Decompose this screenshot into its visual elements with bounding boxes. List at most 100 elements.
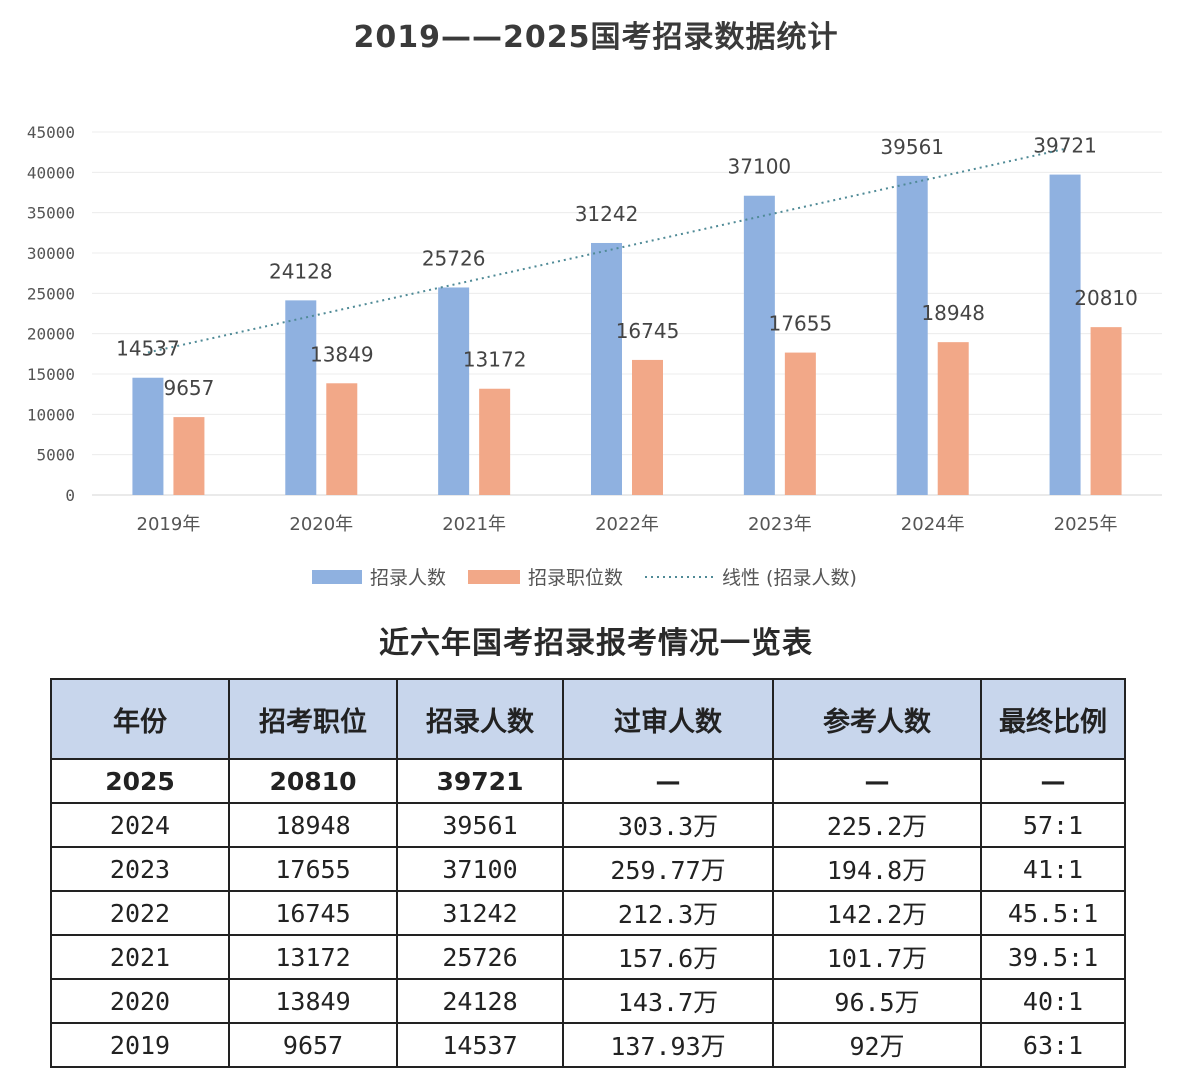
cell-positions: 16745 — [228, 890, 398, 936]
bar-recruits — [132, 377, 164, 495]
cell-recruits: 25726 — [396, 934, 564, 980]
bar-recruits — [1049, 174, 1081, 496]
bar-positions — [784, 352, 816, 495]
bar-recruits — [743, 195, 775, 495]
table-row: 2023 17655 37100 259.77万 194.8万 41:1 — [50, 846, 1126, 892]
legend-label-recruits: 招录人数 — [370, 567, 446, 589]
cell-passed-review: — — [562, 758, 774, 804]
legend-swatch-recruits — [312, 570, 362, 584]
cell-year: 2019 — [50, 1022, 230, 1068]
data-label-recruits: 37100 — [728, 155, 792, 179]
y-tick-label: 0 — [65, 486, 75, 505]
cell-ratio: — — [980, 758, 1126, 804]
cell-positions: 20810 — [228, 758, 398, 804]
cell-positions: 18948 — [228, 802, 398, 848]
cell-ratio: 57:1 — [980, 802, 1126, 848]
table-row: 2025 20810 39721— — — — [50, 758, 1126, 804]
cell-passed-review: 157.6万 — [562, 934, 774, 980]
cell-passed-review: 303.3万 — [562, 802, 774, 848]
cell-recruits: 39561 — [396, 802, 564, 848]
cell-recruits: 39721 — [396, 758, 564, 804]
cell-examinees: — — [772, 758, 982, 804]
bar-recruits — [896, 175, 928, 495]
cell-passed-review: 212.3万 — [562, 890, 774, 936]
x-tick-label: 2019年 — [137, 514, 201, 535]
table-header-row: 年份 招考职位 招录人数 过审人数 参考人数 最终比例 — [50, 678, 1126, 760]
col-header-year: 年份 — [50, 678, 230, 760]
bar-positions — [632, 359, 663, 495]
bar-positions — [173, 417, 205, 495]
data-label-positions: 9657 — [163, 376, 214, 400]
bar-positions — [937, 342, 969, 495]
bar-recruits — [591, 242, 622, 495]
table-row: 2022 16745 31242 212.3万 142.2万 45.5:1 — [50, 890, 1126, 936]
cell-year: 2022 — [50, 890, 230, 936]
cell-ratio: 63:1 — [980, 1022, 1126, 1068]
y-tick-label: 30000 — [27, 244, 75, 263]
cell-recruits: 14537 — [396, 1022, 564, 1068]
x-tick-label: 2020年 — [289, 514, 353, 535]
trendline — [147, 147, 1066, 354]
table-row: 2020 13849 24128 143.7万 96.5万 40:1 — [50, 978, 1126, 1024]
data-label-positions: 18948 — [921, 301, 985, 325]
y-tick-label: 15000 — [27, 365, 75, 384]
chart-title: 2019——2025国考招录数据统计 — [353, 20, 839, 55]
cell-examinees: 101.7万 — [772, 934, 982, 980]
y-tick-label: 20000 — [27, 325, 75, 344]
x-tick-label: 2023年 — [748, 514, 812, 535]
data-label-positions: 13172 — [463, 348, 527, 372]
cell-year: 2023 — [50, 846, 230, 892]
bar-positions — [326, 383, 358, 495]
data-label-recruits: 39721 — [1033, 134, 1097, 158]
cell-ratio: 39.5:1 — [980, 934, 1126, 980]
x-tick-label: 2024年 — [901, 514, 965, 535]
y-tick-label: 10000 — [27, 405, 75, 424]
cell-year: 2025 — [50, 758, 230, 804]
col-header-positions: 招考职位 — [228, 678, 398, 760]
data-label-positions: 16745 — [616, 319, 680, 343]
cell-examinees: 96.5万 — [772, 978, 982, 1024]
data-label-recruits: 24128 — [269, 259, 333, 283]
cell-examinees: 142.2万 — [772, 890, 982, 936]
data-label-positions: 13849 — [310, 342, 374, 366]
cell-recruits: 31242 — [396, 890, 564, 936]
cell-examinees: 225.2万 — [772, 802, 982, 848]
cell-year: 2024 — [50, 802, 230, 848]
col-header-passed-review: 过审人数 — [562, 678, 774, 760]
y-tick-label: 40000 — [27, 163, 75, 182]
col-header-recruits: 招录人数 — [396, 678, 564, 760]
x-tick-label: 2025年 — [1054, 514, 1118, 535]
data-label-recruits: 25726 — [422, 246, 486, 270]
data-label-recruits: 39561 — [880, 135, 944, 159]
data-label-positions: 20810 — [1074, 286, 1138, 310]
cell-passed-review: 259.77万 — [562, 846, 774, 892]
legend-swatch-positions — [468, 570, 520, 584]
bar-positions — [479, 388, 511, 495]
cell-recruits: 37100 — [396, 846, 564, 892]
data-label-recruits: 14537 — [116, 337, 180, 361]
cell-positions: 13849 — [228, 978, 398, 1024]
col-header-examinees: 参考人数 — [772, 678, 982, 760]
cell-recruits: 24128 — [396, 978, 564, 1024]
cell-examinees: 194.8万 — [772, 846, 982, 892]
cell-passed-review: 137.93万 — [562, 1022, 774, 1068]
y-tick-label: 35000 — [27, 204, 75, 223]
cell-positions: 17655 — [228, 846, 398, 892]
data-label-positions: 17655 — [769, 312, 833, 336]
legend-label-trendline: 线性 (招录人数) — [722, 567, 857, 589]
cell-passed-review: 143.7万 — [562, 978, 774, 1024]
y-tick-label: 25000 — [27, 284, 75, 303]
bar-positions — [1090, 327, 1122, 495]
data-label-recruits: 31242 — [575, 202, 639, 226]
table-row: 2024 18948 39561 303.3万 225.2万 57:1 — [50, 802, 1126, 848]
cell-examinees: 92万 — [772, 1022, 982, 1068]
x-tick-label: 2022年 — [595, 514, 659, 535]
table-title: 近六年国考招录报考情况一览表 — [379, 626, 813, 661]
bar-recruits — [285, 300, 317, 495]
cell-positions: 9657 — [228, 1022, 398, 1068]
cell-ratio: 41:1 — [980, 846, 1126, 892]
table-row: 2021 13172 25726 157.6万 101.7万 39.5:1 — [50, 934, 1126, 980]
bar-recruits — [438, 287, 470, 495]
table-row: 2019 9657 14537 137.93万 92万 63:1 — [50, 1022, 1126, 1068]
cell-ratio: 40:1 — [980, 978, 1126, 1024]
